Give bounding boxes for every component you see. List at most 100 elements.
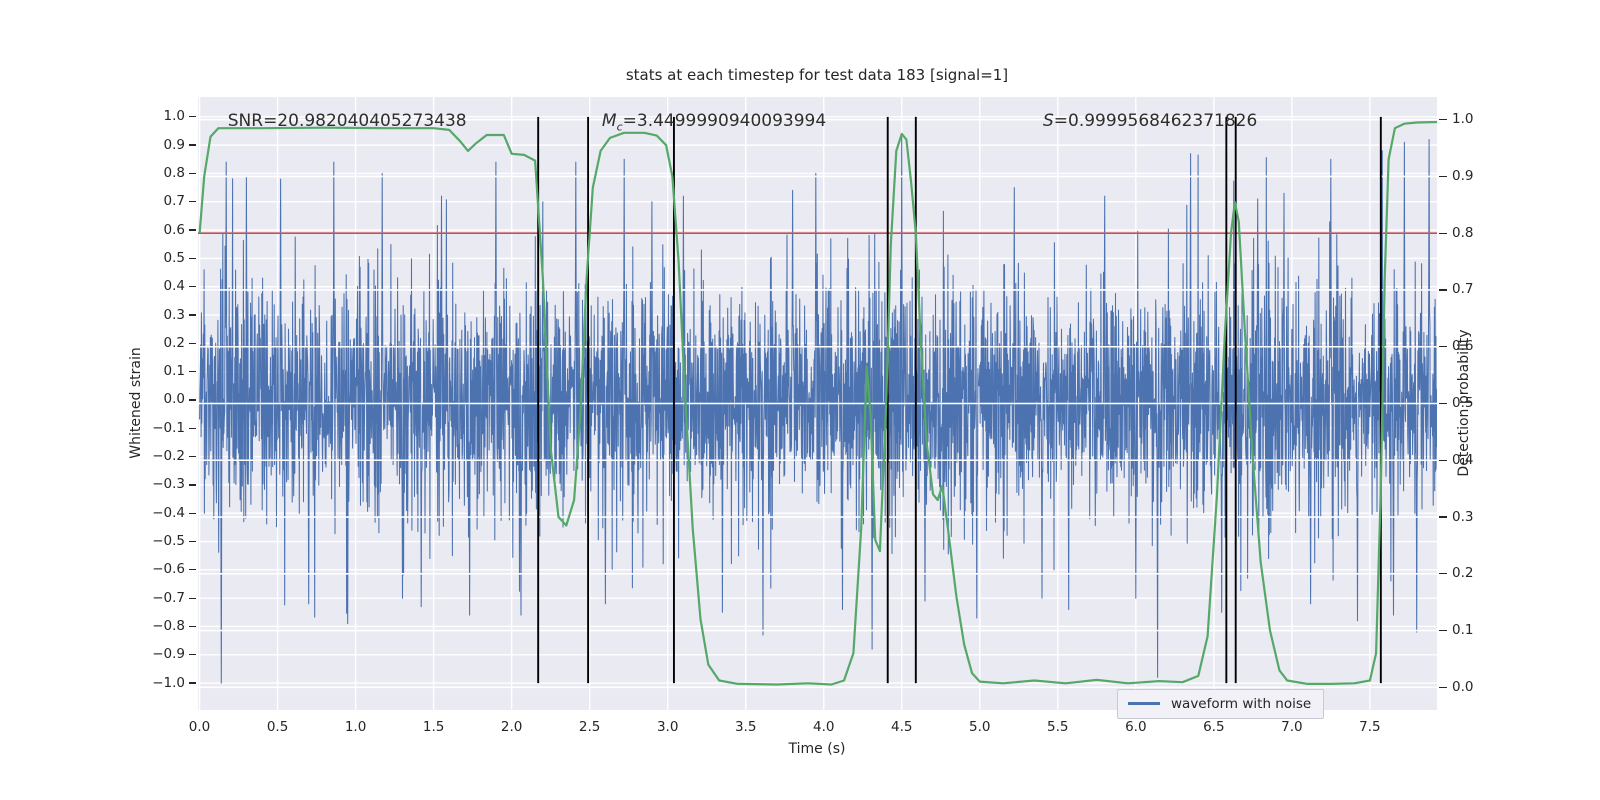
y-tick-label-right: 0.7 (1452, 281, 1474, 298)
y-tick-label-left: −1.0 (152, 674, 185, 691)
y-tick-mark-right (1439, 629, 1447, 632)
stat-annotation-m: Mc=3.4499990940093994 (602, 111, 826, 133)
chart-canvas (198, 97, 1437, 710)
y-axis-label-left: Whitened strain (128, 347, 144, 459)
y-tick-mark-right (1439, 516, 1447, 518)
legend-label: waveform with noise (1171, 695, 1312, 712)
y-tick-mark-left (188, 512, 196, 514)
waveform-path (199, 136, 1437, 684)
x-tick-label: 7.5 (1359, 719, 1381, 735)
y-tick-label-left: 0.1 (163, 363, 185, 380)
stat-var: S (1042, 111, 1054, 131)
legend: waveform with noise (1117, 689, 1325, 719)
chart-title: stats at each timestep for test data 183… (625, 66, 1009, 84)
y-tick-label-left: −0.4 (152, 504, 185, 521)
y-tick-mark-left (188, 314, 196, 316)
plot-area (198, 97, 1437, 710)
y-tick-mark-left (188, 540, 196, 543)
x-tick-label: 5.5 (1047, 719, 1069, 735)
y-tick-mark-left (188, 625, 196, 628)
y-tick-label-left: 0.3 (163, 306, 185, 323)
stat-value: =3.4499990940093994 (622, 111, 827, 131)
y-tick-mark-left (188, 144, 196, 146)
y-tick-mark-left (188, 654, 196, 656)
y-tick-mark-right (1439, 573, 1447, 575)
y-tick-label-left: 0.8 (163, 164, 185, 181)
y-tick-label-left: −0.3 (152, 476, 185, 493)
y-tick-label-right: 0.2 (1452, 565, 1474, 582)
y-tick-mark-right (1439, 232, 1447, 234)
y-tick-mark-right (1439, 289, 1447, 291)
y-tick-label-left: 0.2 (163, 334, 185, 351)
stat-value: =0.9999568462371826 (1053, 111, 1258, 131)
y-tick-label-left: −0.8 (152, 617, 185, 634)
x-tick-label: 4.0 (812, 719, 835, 735)
x-tick-label: 7.0 (1281, 719, 1303, 735)
y-tick-mark-left (188, 342, 196, 344)
y-tick-label-right: 0.3 (1452, 508, 1474, 525)
y-tick-label-right: 0.8 (1452, 224, 1474, 241)
y-tick-mark-left (188, 484, 196, 486)
y-tick-mark-left (188, 597, 196, 599)
y-tick-label-right: 0.4 (1452, 451, 1474, 468)
x-tick-label: 1.5 (422, 719, 445, 735)
y-tick-mark-right (1439, 402, 1447, 405)
x-tick-label: 6.5 (1203, 719, 1225, 735)
y-tick-label-left: 0.5 (163, 249, 185, 266)
x-tick-label: 0.5 (266, 719, 289, 735)
detection-probability-line (198, 120, 1437, 686)
y-tick-label-left: 0.7 (163, 193, 185, 210)
x-tick-label: 4.5 (891, 719, 913, 735)
stat-var: SNR (227, 111, 264, 131)
y-tick-label-right: 0.6 (1452, 338, 1474, 355)
y-tick-label-left: −0.7 (152, 589, 185, 606)
x-tick-label: 3.0 (656, 719, 679, 735)
x-tick-label: 3.5 (734, 719, 757, 735)
y-tick-label-left: 0.4 (163, 278, 185, 295)
y-tick-mark-right (1439, 346, 1447, 348)
stat-var-subscript: c (616, 120, 623, 134)
y-tick-label-left: −0.5 (152, 533, 185, 550)
x-tick-label: 6.0 (1125, 719, 1147, 735)
stat-annotation-s: S=0.9999568462371826 (1043, 111, 1257, 131)
y-tick-mark-right (1439, 686, 1447, 688)
x-tick-label: 2.0 (500, 719, 523, 735)
x-tick-label: 5.0 (969, 719, 991, 735)
y-tick-label-right: 0.9 (1452, 167, 1474, 184)
x-axis-label: Time (s) (788, 741, 846, 757)
y-tick-mark-left (188, 257, 196, 260)
y-tick-label-left: −0.1 (152, 419, 185, 436)
y-tick-mark-left (188, 427, 196, 429)
y-tick-mark-right (1439, 119, 1447, 121)
y-tick-label-left: −0.6 (152, 561, 185, 578)
legend-line-sample-icon (1128, 702, 1160, 705)
x-tick-label: 0.0 (188, 719, 211, 735)
y-tick-mark-left (188, 286, 196, 288)
y-tick-mark-left (188, 569, 196, 571)
y-tick-label-left: 0.0 (163, 391, 185, 408)
y-tick-mark-left (188, 201, 196, 203)
y-tick-mark-left (188, 229, 196, 231)
y-tick-label-right: 0.0 (1452, 678, 1474, 695)
stat-value: =20.982040405273438 (263, 111, 467, 131)
y-tick-mark-left (188, 399, 196, 401)
y-tick-label-right: 1.0 (1452, 111, 1474, 128)
y-tick-label-left: 1.0 (163, 108, 185, 125)
stat-var: M (601, 111, 617, 131)
y-tick-mark-left (188, 682, 196, 684)
y-tick-label-right: 0.5 (1452, 395, 1474, 411)
x-tick-label: 2.5 (578, 719, 601, 735)
y-tick-label-left: 0.9 (163, 136, 185, 153)
y-tick-mark-left (188, 370, 196, 373)
stat-annotation-snr: SNR=20.982040405273438 (228, 111, 467, 131)
y-tick-label-left: 0.6 (163, 221, 185, 238)
y-tick-mark-left (188, 116, 196, 118)
x-tick-label: 1.0 (344, 719, 367, 735)
y-tick-mark-left (188, 455, 196, 458)
y-tick-mark-left (188, 172, 196, 175)
y-tick-label-right: 0.1 (1452, 622, 1474, 639)
y-tick-label-left: −0.2 (152, 448, 185, 465)
y-tick-mark-right (1439, 175, 1447, 178)
y-tick-label-left: −0.9 (152, 646, 185, 663)
